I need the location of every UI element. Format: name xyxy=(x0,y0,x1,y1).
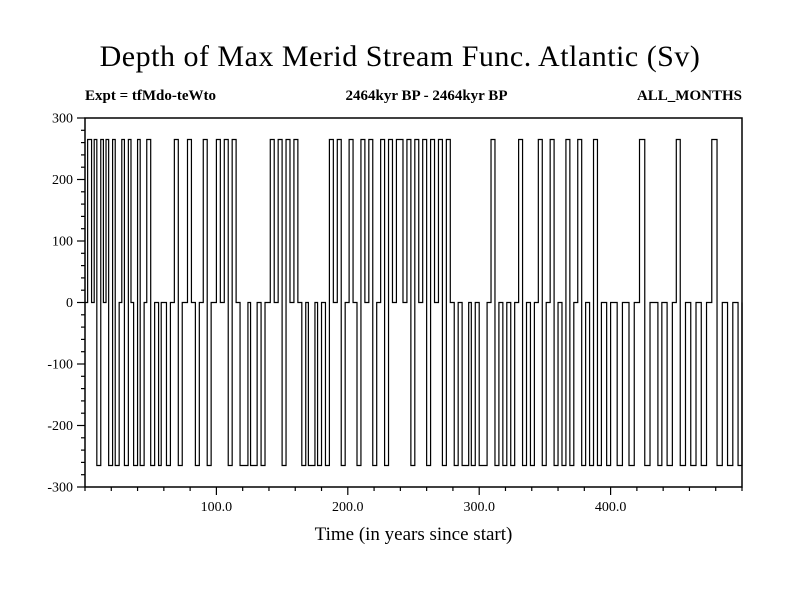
y-tick-label: -300 xyxy=(47,481,73,496)
y-tick-label: 200 xyxy=(52,173,73,188)
chart-title: Depth of Max Merid Stream Func. Atlantic… xyxy=(99,40,701,73)
x-tick-label: 200.0 xyxy=(332,500,364,515)
y-tick-label: -200 xyxy=(47,419,73,434)
x-tick-label: 400.0 xyxy=(595,500,627,515)
experiment-label: Expt = tfMdo-teWto xyxy=(85,88,217,104)
x-tick-label: 100.0 xyxy=(201,500,233,515)
x-axis-label: Time (in years since start) xyxy=(314,524,513,545)
y-tick-label: 300 xyxy=(52,112,73,127)
time-period-label: 2464kyr BP - 2464kyr BP xyxy=(345,88,508,104)
months-label: ALL_MONTHS xyxy=(636,88,742,104)
subtitle-row: Expt = tfMdo-teWto 2464kyr BP - 2464kyr … xyxy=(85,88,742,105)
y-tick-label: 0 xyxy=(66,296,73,311)
y-tick-label: 100 xyxy=(52,235,73,250)
y-tick-label: -100 xyxy=(47,358,73,373)
x-tick-label: 300.0 xyxy=(463,500,495,515)
series-line xyxy=(85,138,743,467)
